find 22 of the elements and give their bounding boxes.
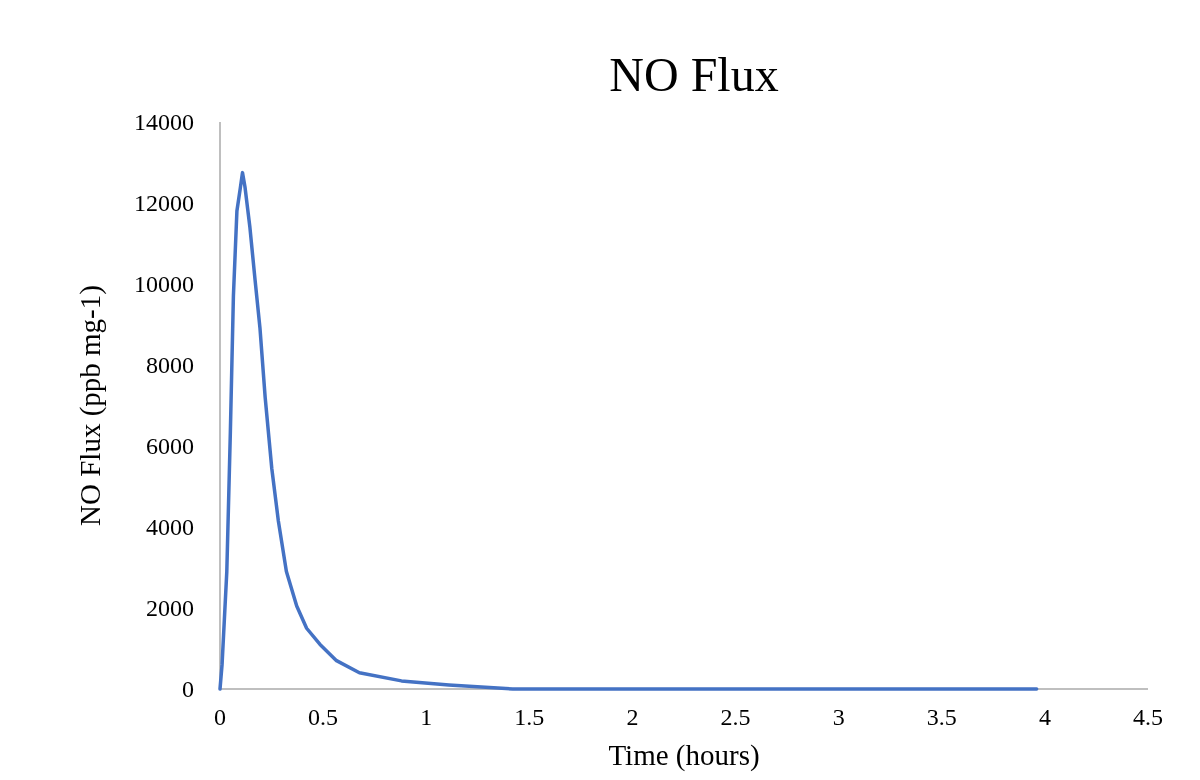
- x-tick-label: 3.5: [926, 704, 957, 730]
- y-tick-label: 2000: [146, 595, 194, 622]
- x-tick-label: 2.5: [720, 704, 751, 730]
- y-tick-label: 10000: [134, 271, 194, 298]
- x-tick-label: 0: [214, 704, 226, 730]
- chart-title: NO Flux: [609, 48, 779, 101]
- line-series: [218, 170, 1039, 691]
- y-tick-label: 12000: [134, 190, 194, 217]
- x-tick-label: 1: [420, 704, 433, 730]
- x-tick-label: 4: [1038, 704, 1051, 730]
- y-axis-title: NO Flux (ppb mg-1): [74, 285, 107, 526]
- x-axis-title: Time (hours): [608, 739, 760, 772]
- x-tick-label: 4.5: [1133, 704, 1163, 730]
- x-tick-label: 1.5: [514, 704, 545, 730]
- y-tick-label: 4000: [146, 514, 194, 541]
- x-tick-label: 2: [626, 704, 639, 730]
- y-tick-label: 14000: [134, 109, 194, 136]
- y-tick-label: 8000: [146, 352, 194, 379]
- x-tick-label: 3: [832, 704, 845, 730]
- x-tick-label: 0.5: [308, 704, 339, 730]
- y-tick-label: 6000: [146, 433, 194, 460]
- y-tick-label: 0: [182, 676, 194, 703]
